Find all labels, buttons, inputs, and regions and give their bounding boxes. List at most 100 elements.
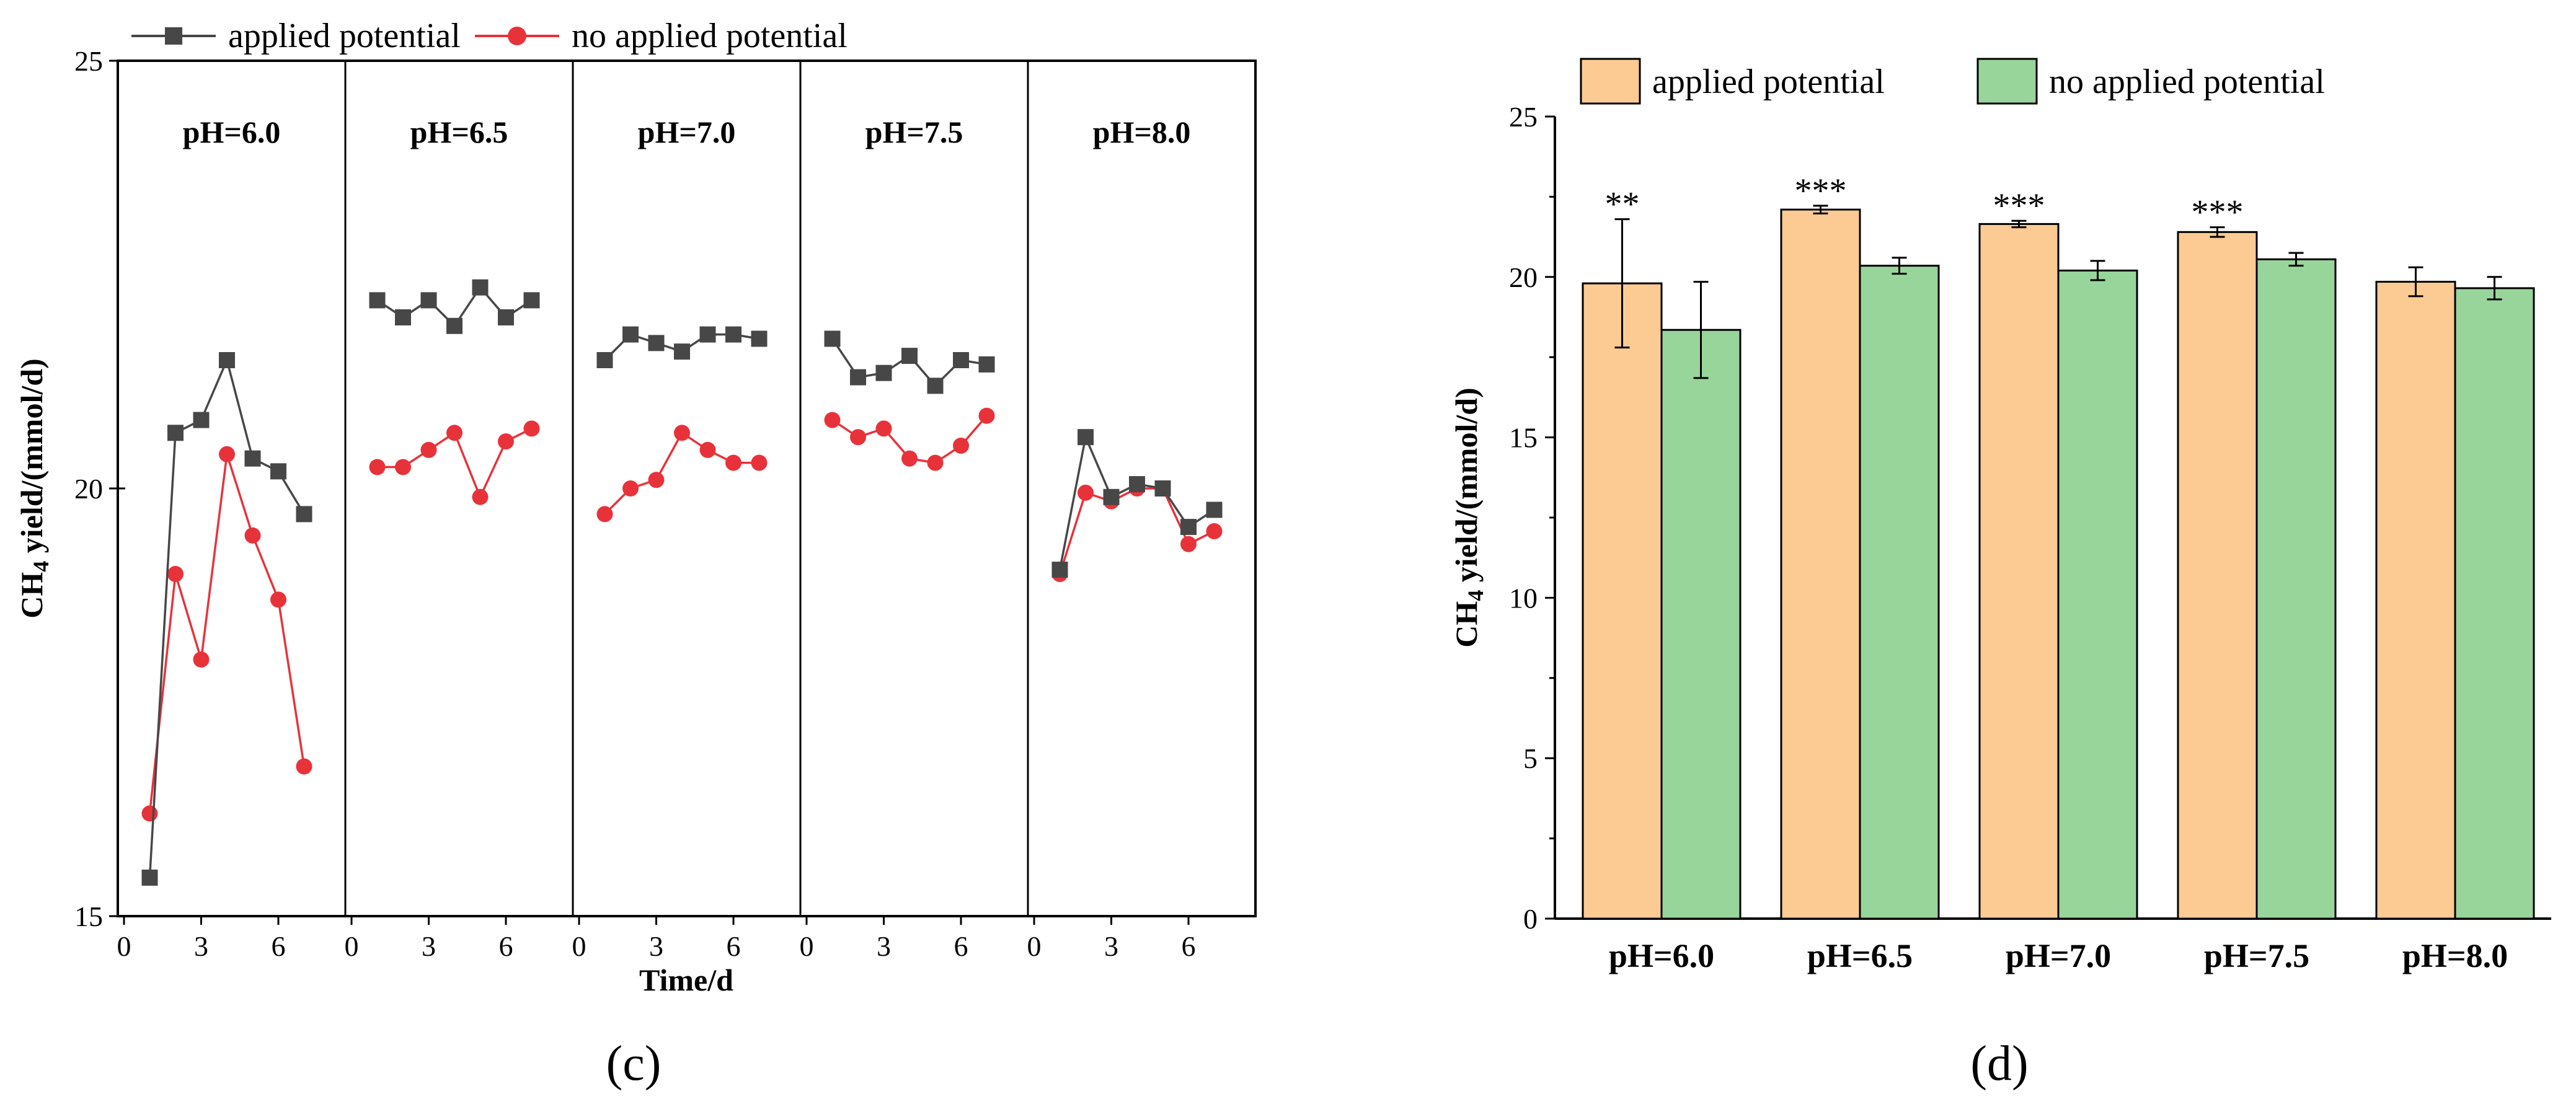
- y-tick-label-d: 20: [1509, 262, 1538, 293]
- y-axis-label-c: CH4 yield/(mmol/d): [14, 358, 53, 618]
- group-pH=7.5: pH=7.5 0 3 6: [800, 115, 995, 962]
- point-applied: [167, 425, 184, 441]
- bar-applied: [1978, 223, 2060, 920]
- point-applied: [953, 352, 969, 368]
- x-category-label: pH=8.0: [2402, 937, 2508, 974]
- legend-d: applied potential no applied potential: [1580, 58, 2325, 105]
- point-applied: [875, 364, 892, 381]
- point-no-applied: [725, 454, 741, 471]
- point-no-applied: [523, 420, 540, 437]
- x-tick-label-c: 6: [272, 930, 286, 962]
- x-tick-label-c: 0: [800, 930, 814, 962]
- y-tick-label-c: 20: [74, 473, 103, 505]
- significance-label: **: [1605, 185, 1640, 224]
- chart-d: applied potential no applied potential 0…: [1449, 58, 2551, 1091]
- point-no-applied: [369, 459, 386, 475]
- point-applied: [420, 292, 437, 309]
- point-applied: [1180, 519, 1197, 536]
- point-no-applied: [395, 459, 411, 475]
- legend-no-swatch: [1976, 58, 2038, 105]
- series-line-no-applied: [604, 431, 759, 515]
- group-pH=8.0: pH=8.0 0 3 6: [1027, 115, 1223, 962]
- point-no-applied: [270, 591, 286, 608]
- y-axis-d: 0 5 10 15 20 25: [1509, 101, 1555, 935]
- bars-d: ** pH=6.0 *** pH=6.5 *** pH=7.0 *** pH=7.5 pH=8.…: [1582, 172, 2535, 974]
- legend-applied-label: applied potential: [228, 17, 461, 55]
- y-tick-label-d: 10: [1509, 582, 1538, 614]
- point-no-applied: [699, 441, 716, 458]
- bar-no-applied: [2454, 287, 2535, 920]
- chart-c: applied potential no applied potential 1…: [14, 17, 1257, 1091]
- bar-applied: [2177, 231, 2258, 920]
- bar-group-pH=7.0: *** pH=7.0: [1978, 187, 2138, 974]
- point-applied: [622, 326, 639, 343]
- group-title: pH=8.0: [1093, 115, 1191, 149]
- point-applied: [395, 309, 411, 325]
- legend-no-label-d: no applied potential: [2049, 63, 2325, 101]
- x-tick-label-c: 3: [194, 930, 208, 962]
- x-tick-label-c: 3: [422, 930, 436, 962]
- group-title: pH=7.0: [638, 115, 736, 149]
- point-no-applied: [875, 420, 892, 437]
- panel-caption-d: (d): [1970, 1036, 2028, 1091]
- point-no-applied: [1180, 536, 1197, 552]
- point-no-applied: [141, 805, 158, 822]
- point-applied: [523, 292, 540, 309]
- point-no-applied: [622, 480, 639, 497]
- significance-label: ***: [1993, 187, 2045, 225]
- y-tick-label-d: 0: [1523, 903, 1538, 935]
- y-tick-label-c: 15: [74, 901, 103, 932]
- x-tick-label-c: 0: [345, 930, 359, 962]
- point-applied: [1206, 501, 1223, 518]
- group-title: pH=6.5: [410, 115, 508, 149]
- point-applied: [824, 330, 841, 347]
- y-axis-label-d: CH4 yield/(mmol/d): [1449, 387, 1488, 647]
- point-applied: [596, 352, 613, 368]
- group-pH=7.0: pH=7.0 0 3 6: [572, 115, 768, 962]
- x-tick-label-c: 6: [954, 930, 968, 962]
- y-tick-label-d: 15: [1509, 422, 1538, 454]
- point-applied: [901, 348, 918, 364]
- point-applied: [725, 326, 741, 343]
- x-tick-label-c: 3: [877, 930, 891, 962]
- point-applied: [369, 292, 386, 309]
- point-no-applied: [674, 425, 690, 441]
- significance-label: ***: [1795, 172, 1847, 210]
- x-category-label: pH=7.5: [2204, 937, 2309, 974]
- point-no-applied: [167, 566, 184, 582]
- point-no-applied: [751, 454, 768, 471]
- point-no-applied: [824, 412, 841, 428]
- y-tick-label-d: 25: [1509, 101, 1538, 133]
- point-no-applied: [446, 425, 463, 441]
- point-applied: [978, 356, 995, 373]
- x-tick-label-c: 3: [649, 930, 663, 962]
- bar-applied: [1780, 208, 1861, 920]
- significance-label: ***: [2192, 193, 2244, 232]
- point-applied: [244, 450, 261, 467]
- bar-no-applied: [1859, 265, 1940, 920]
- y-tick-label-d: 5: [1523, 743, 1538, 774]
- x-tick-label-c: 6: [499, 930, 513, 962]
- point-applied: [648, 335, 665, 351]
- point-applied: [472, 279, 489, 296]
- point-applied: [674, 343, 690, 360]
- x-tick-label-c: 3: [1104, 930, 1118, 962]
- group-pH=6.5: pH=6.5 0 3 6: [345, 115, 540, 962]
- legend-no-label: no applied potential: [572, 17, 848, 55]
- bar-applied: [1582, 282, 1663, 920]
- bar-no-applied: [2057, 269, 2138, 920]
- legend-no-marker: [508, 27, 526, 45]
- point-applied: [699, 326, 716, 343]
- x-tick-label-c: 6: [1182, 930, 1196, 962]
- panel-caption-c: (c): [606, 1036, 662, 1091]
- x-tick-label-c: 6: [727, 930, 741, 962]
- point-no-applied: [953, 438, 969, 454]
- point-applied: [1103, 488, 1120, 505]
- point-no-applied: [901, 450, 918, 467]
- point-applied: [446, 317, 463, 334]
- point-no-applied: [850, 429, 866, 446]
- point-no-applied: [978, 407, 995, 424]
- point-applied: [219, 352, 235, 368]
